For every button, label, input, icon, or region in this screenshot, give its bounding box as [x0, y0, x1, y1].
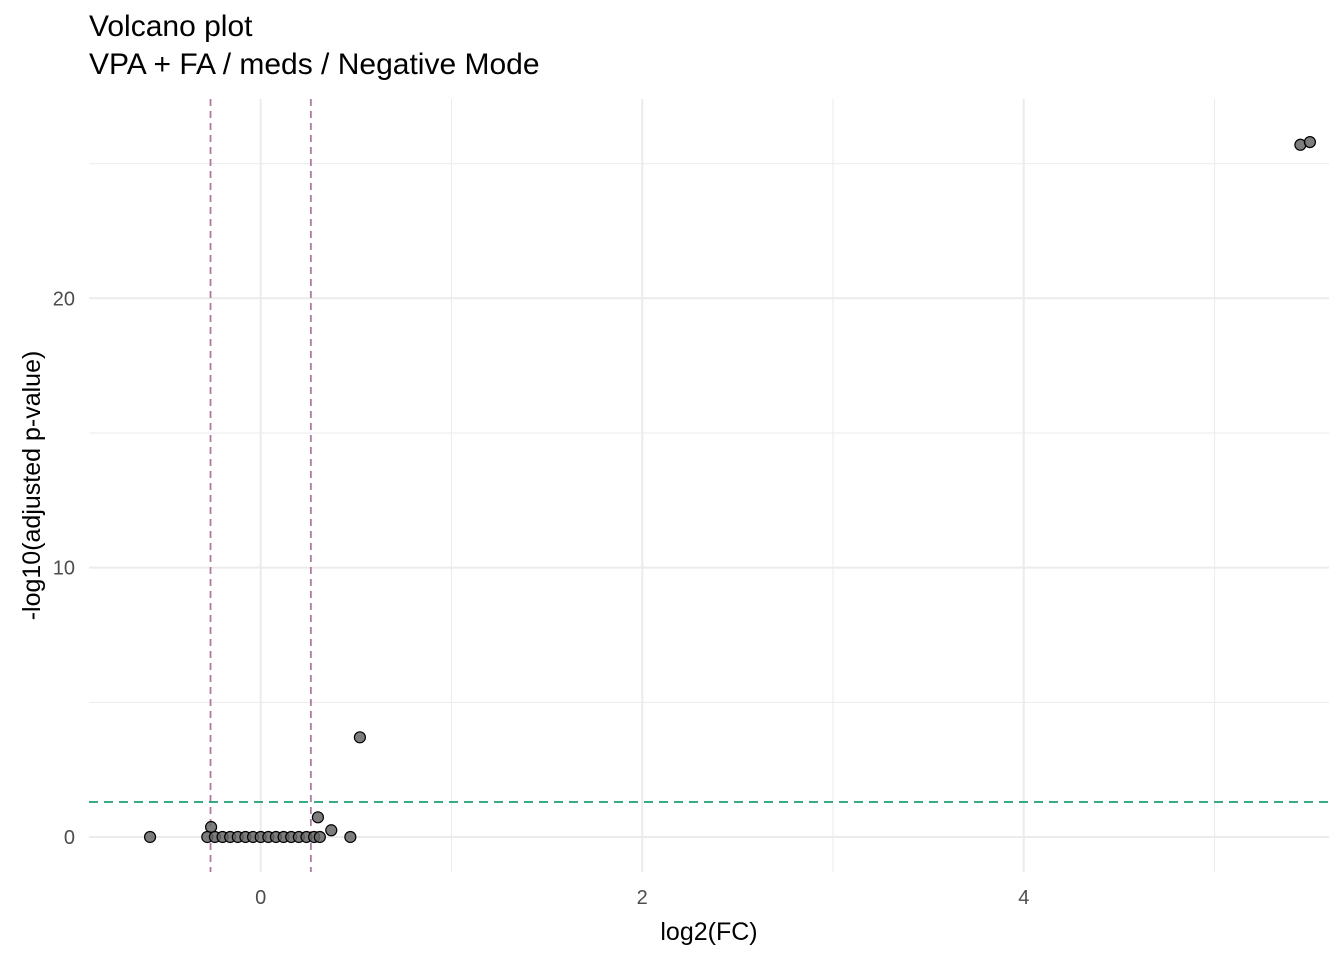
y-axis-title: -log10(adjusted p-value)	[18, 351, 46, 621]
x-tick-labels: 0 2 4	[255, 887, 1029, 909]
data-point	[311, 811, 325, 824]
data-point	[143, 830, 157, 844]
x-axis-title: log2(FC)	[660, 918, 757, 946]
data-point	[353, 731, 366, 744]
x-tick-label: 4	[1018, 887, 1029, 909]
data-point	[204, 820, 218, 834]
y-tick-label: 0	[64, 827, 75, 849]
y-tick-label: 10	[53, 558, 75, 580]
data-point	[325, 824, 338, 837]
data-point	[1303, 135, 1317, 149]
minor-gridlines	[89, 99, 1329, 872]
x-tick-label: 0	[255, 887, 266, 909]
major-gridlines	[89, 99, 1329, 872]
y-tick-labels: 0 10 20	[53, 288, 75, 849]
chart-subtitle: VPA + FA / meds / Negative Mode	[89, 48, 540, 81]
threshold-lines	[89, 99, 1329, 872]
x-tick-label: 2	[637, 887, 648, 909]
y-tick-label: 20	[53, 288, 75, 310]
data-point	[313, 830, 326, 844]
data-point	[344, 830, 357, 844]
data-points	[143, 135, 1317, 844]
chart-title: Volcano plot	[89, 10, 253, 43]
